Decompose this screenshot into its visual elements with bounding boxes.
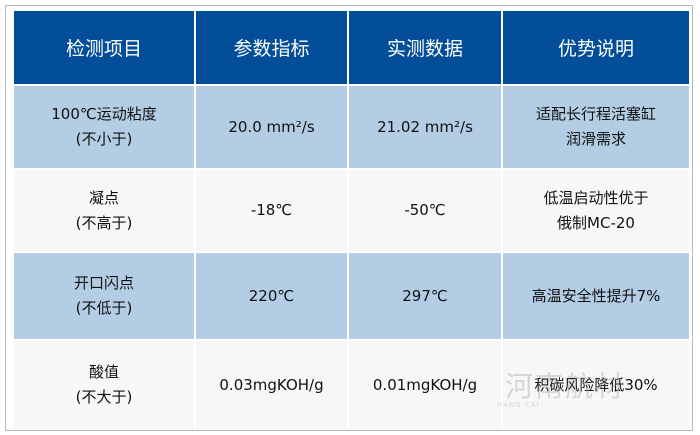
measured-cell: 0.01mgKOH/g: [349, 341, 501, 429]
item-cell: 100℃运动粘度 (不小于): [14, 86, 194, 168]
item-name: 开口闪点: [73, 274, 134, 292]
measured-cell: 297℃: [349, 253, 501, 339]
table-row: 酸值 (不大于) 0.03mgKOH/g 0.01mgKOH/g 积碳风险降低30…: [14, 341, 689, 429]
item-condition: (不高于): [75, 213, 133, 232]
header-cell: 参数指标: [196, 11, 347, 84]
header-row: 检测项目 参数指标 实测数据 优势说明: [14, 11, 689, 84]
measured-cell: 21.02 mm²/s: [349, 86, 501, 168]
header-cell: 检测项目: [14, 11, 194, 84]
item-cell: 开口闪点 (不低于): [14, 253, 194, 339]
advantage-line: 低温启动性优于: [543, 188, 649, 207]
advantage-cell: 积碳风险降低30%: [503, 341, 689, 429]
advantage-line: 俄制MC-20: [557, 213, 635, 232]
item-name: 酸值: [88, 363, 119, 381]
spec-table: 检测项目 参数指标 实测数据 优势说明 100℃运动粘度 (不小于) 20.0 m…: [12, 9, 691, 431]
table-row: 凝点 (不高于) -18℃ -50℃ 低温启动性优于 俄制MC-20: [14, 170, 689, 251]
item-name: 100℃运动粘度: [51, 105, 157, 123]
spec-cell: 0.03mgKOH/g: [196, 341, 347, 429]
spec-cell: 20.0 mm²/s: [196, 86, 347, 168]
item-condition: (不大于): [75, 388, 133, 406]
table-row: 100℃运动粘度 (不小于) 20.0 mm²/s 21.02 mm²/s 适配长…: [14, 86, 689, 168]
item-condition: (不小于): [75, 130, 133, 148]
item-name: 凝点: [88, 188, 119, 207]
advantage-line: 适配长行程活塞缸: [535, 105, 656, 123]
advantage-line: 积碳风险降低30%: [534, 375, 658, 394]
item-cell: 酸值 (不大于): [14, 341, 194, 429]
advantage-cell: 适配长行程活塞缸 润滑需求: [503, 86, 689, 168]
advantage-line: 润滑需求: [565, 130, 626, 148]
spec-cell: 220℃: [196, 253, 347, 339]
advantage-cell: 高温安全性提升7%: [503, 253, 689, 339]
advantage-cell: 低温启动性优于 俄制MC-20: [503, 170, 689, 251]
header-cell: 优势说明: [503, 11, 689, 84]
item-condition: (不低于): [75, 299, 133, 317]
item-cell: 凝点 (不高于): [14, 170, 194, 251]
spec-cell: -18℃: [196, 170, 347, 251]
advantage-line: 高温安全性提升7%: [531, 286, 661, 305]
table-row: 开口闪点 (不低于) 220℃ 297℃ 高温安全性提升7%: [14, 253, 689, 339]
header-cell: 实测数据: [349, 11, 501, 84]
measured-cell: -50℃: [349, 170, 501, 251]
